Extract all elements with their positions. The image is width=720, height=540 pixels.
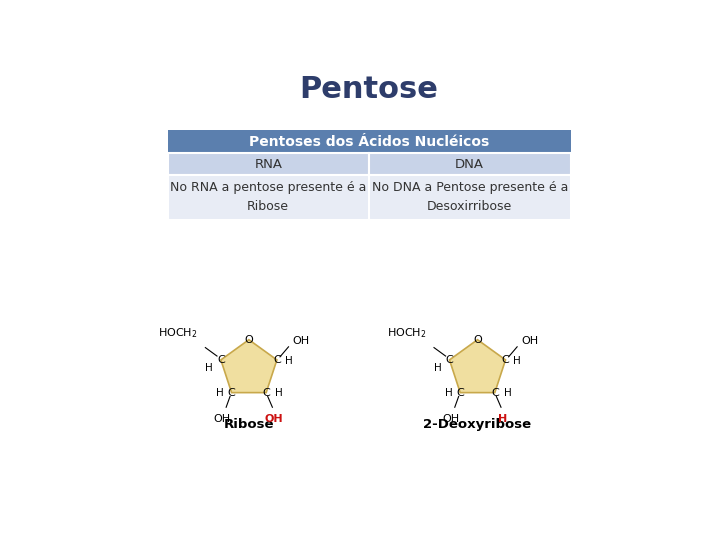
Text: Pentose: Pentose (300, 75, 438, 104)
Text: OH: OH (292, 336, 310, 347)
Text: OH: OH (442, 414, 459, 424)
Text: C: C (262, 388, 270, 397)
FancyBboxPatch shape (369, 153, 570, 175)
Text: C: C (228, 388, 235, 397)
Text: 2-Deoxyribose: 2-Deoxyribose (423, 418, 531, 431)
Text: H: H (284, 356, 292, 367)
Text: C: C (502, 355, 509, 365)
Text: OH: OH (214, 414, 231, 424)
Text: DNA: DNA (455, 158, 485, 171)
Text: HOCH$_2$: HOCH$_2$ (158, 326, 197, 340)
Text: C: C (456, 388, 464, 397)
Polygon shape (221, 340, 277, 393)
FancyBboxPatch shape (168, 130, 570, 153)
FancyBboxPatch shape (369, 175, 570, 220)
Polygon shape (449, 340, 505, 393)
Text: C: C (273, 355, 281, 365)
Text: O: O (245, 335, 253, 345)
Text: No DNA a Pentose presente é a
Desoxirribose: No DNA a Pentose presente é a Desoxirrib… (372, 181, 568, 213)
Text: Pentoses dos Ácidos Nucléicos: Pentoses dos Ácidos Nucléicos (249, 135, 489, 149)
Text: No RNA a pentose presente é a
Ribose: No RNA a pentose presente é a Ribose (170, 181, 366, 213)
Text: C: C (446, 355, 454, 365)
Text: H: H (216, 388, 224, 397)
Text: HOCH$_2$: HOCH$_2$ (387, 326, 426, 340)
Text: H: H (205, 362, 213, 373)
Text: H: H (513, 356, 521, 367)
Text: OH: OH (265, 414, 283, 424)
Text: O: O (473, 335, 482, 345)
Text: Ribose: Ribose (224, 418, 274, 431)
FancyBboxPatch shape (168, 175, 369, 220)
Text: C: C (491, 388, 499, 397)
Text: H: H (276, 388, 283, 397)
Text: C: C (217, 355, 225, 365)
Text: OH: OH (521, 336, 538, 347)
FancyBboxPatch shape (168, 153, 369, 175)
Text: H: H (498, 414, 507, 424)
Text: H: H (445, 388, 452, 397)
Text: H: H (504, 388, 512, 397)
Text: H: H (434, 362, 442, 373)
Text: RNA: RNA (254, 158, 282, 171)
